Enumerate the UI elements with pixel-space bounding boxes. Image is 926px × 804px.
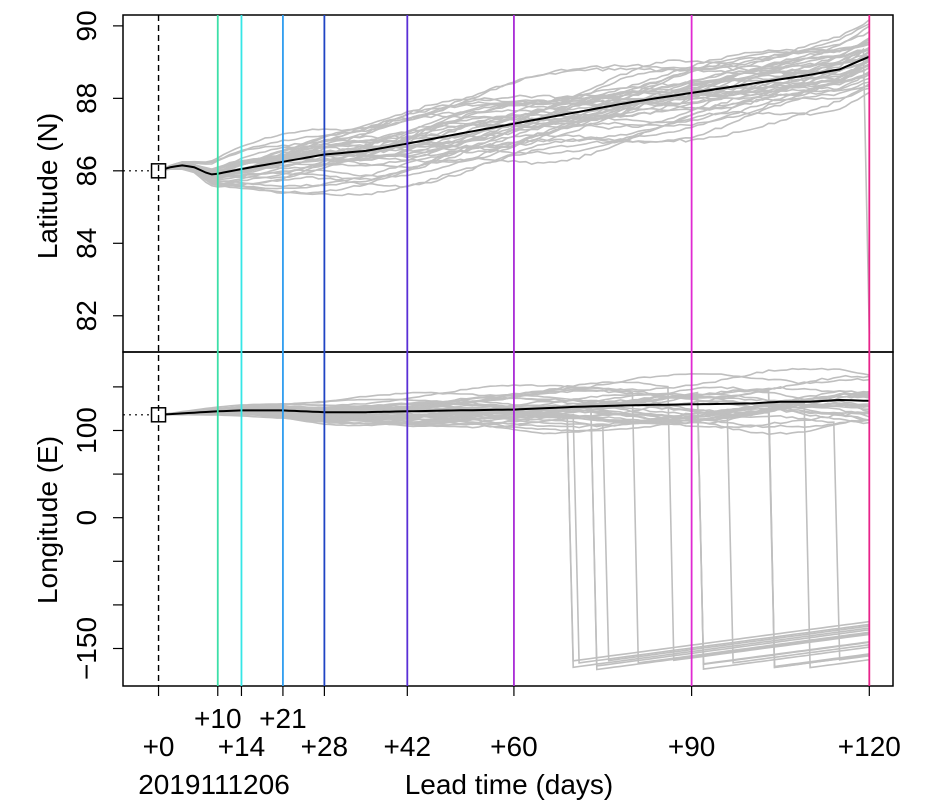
init-date-label: 2019111206 — [138, 769, 290, 800]
lead-time-markers — [157, 15, 871, 686]
x-tick-label: +0 — [143, 731, 175, 762]
x-tick-label: +14 — [218, 731, 266, 762]
x-tick-label: +120 — [838, 731, 901, 762]
y-tick-label: 0 — [71, 510, 102, 526]
x-tick-label: +21 — [259, 703, 307, 734]
y-tick-label: 88 — [71, 83, 102, 114]
y-tick-label: 90 — [71, 10, 102, 41]
longitude-panel: −150 0 100 — [71, 351, 894, 687]
y-tick-label: 100 — [71, 407, 102, 454]
y-tick-label: 86 — [71, 155, 102, 186]
y-tick-label: −150 — [71, 617, 102, 680]
x-tick-label: +60 — [490, 731, 538, 762]
latitude-panel: 82 84 86 88 90 — [71, 10, 894, 353]
longitude-axis-label: Longitude (E) — [32, 436, 63, 604]
x-axis-ticks: +0 +14 +28 +42 +60 +90 +120 +10 +21 — [143, 686, 901, 762]
x-axis-label: Lead time (days) — [405, 769, 614, 800]
x-tick-label: +28 — [301, 731, 349, 762]
x-tick-label: +10 — [194, 703, 242, 734]
y-tick-label: 84 — [71, 228, 102, 259]
y-tick-label: 82 — [71, 300, 102, 331]
latitude-axis-label: Latitude (N) — [32, 113, 63, 259]
x-tick-label: +90 — [668, 731, 716, 762]
panel-frame — [122, 351, 894, 687]
x-tick-label: +42 — [384, 731, 432, 762]
